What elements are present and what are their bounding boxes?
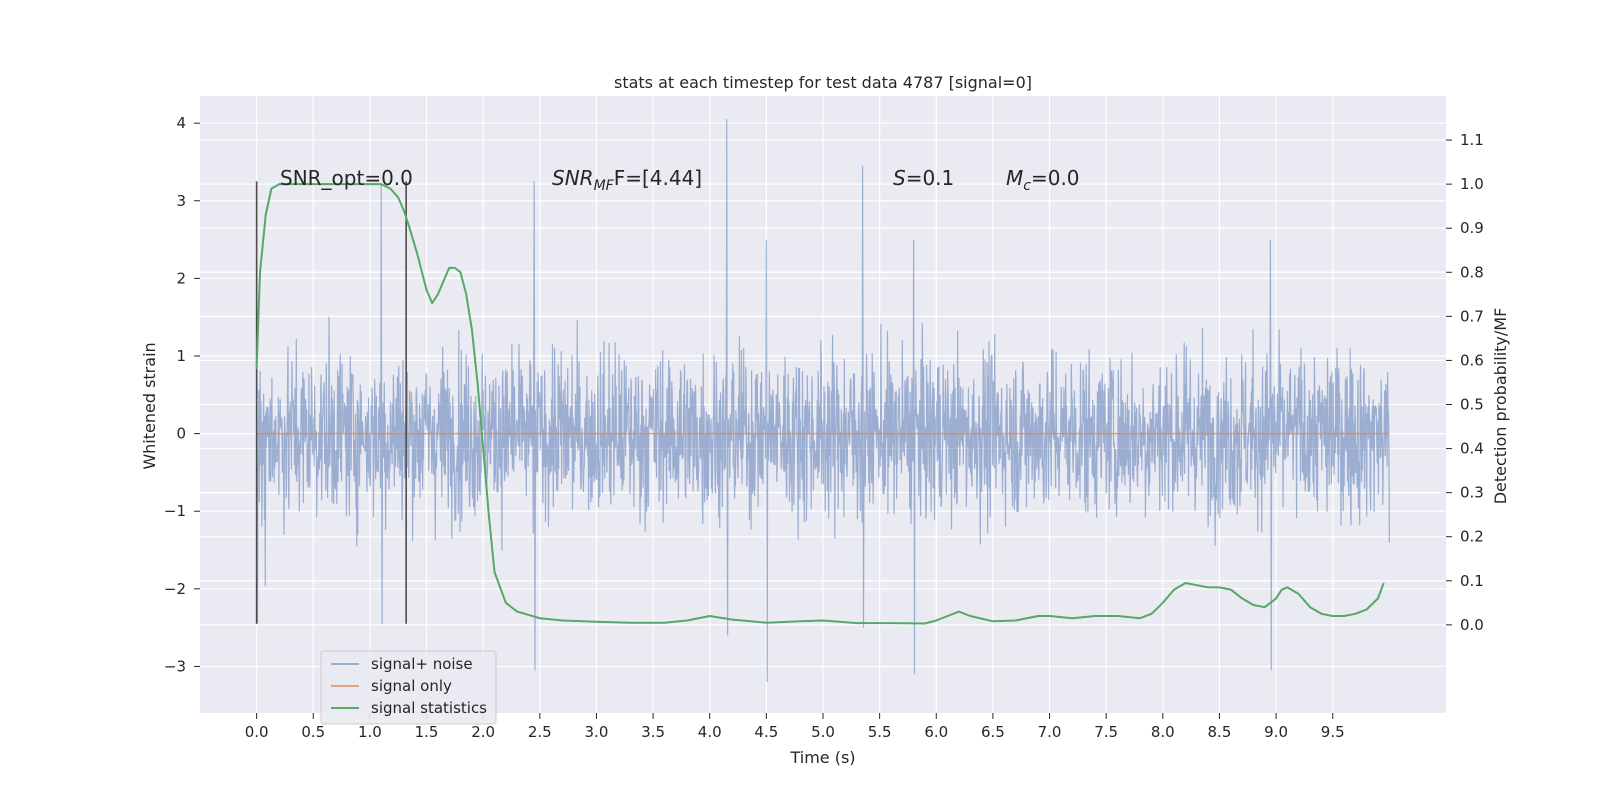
x-axis-label: Time (s): [789, 748, 855, 767]
y-right-tick-label: 0.0: [1460, 616, 1484, 634]
signal-statistics-series: [255, 183, 1385, 625]
annotation-mc: Mc=0.0: [1006, 166, 1080, 194]
legend-box: [320, 650, 497, 725]
x-tick-label: 1.5: [415, 723, 439, 741]
x-tick-label: 7.0: [1038, 723, 1062, 741]
legend-label-statistics: signal statistics: [371, 699, 487, 717]
y-right-tick-label: 0.4: [1460, 440, 1484, 458]
y-right-tick-label: 0.1: [1460, 572, 1484, 590]
x-tick-label: 4.0: [698, 723, 722, 741]
legend-label-noise: signal+ noise: [371, 655, 473, 673]
signal-noise-line: [256, 119, 1390, 683]
y-tick-label: −2: [164, 580, 186, 598]
y-right-tick-label: 0.7: [1460, 307, 1484, 325]
y-tick-label: 1: [176, 347, 186, 365]
signal-noise-series: [256, 119, 1390, 683]
y-right-tick-label: 0.3: [1460, 484, 1484, 502]
y-tick-label: 4: [176, 114, 186, 132]
annotation-snr-mf: SNRMFF=[4.44]: [552, 166, 702, 194]
x-tick-label: 3.5: [641, 723, 665, 741]
y-tick-label: −1: [164, 502, 186, 520]
x-tick-label: 6.5: [981, 723, 1005, 741]
x-tick-label: 9.5: [1321, 723, 1345, 741]
x-tick-label: 4.5: [754, 723, 778, 741]
y-tick-label: 3: [176, 192, 186, 210]
y-right-tick-labels: 0.0 0.1 0.2 0.3 0.4 0.5 0.6 0.7 0.8 0.9 1.0 1.1: [1446, 131, 1484, 634]
y-tick-label: −3: [164, 657, 186, 675]
legend: signal+ noise signal only signal statist…: [320, 650, 497, 725]
y-tick-labels: −3 −2 −1 0 1 2 3 4: [164, 114, 200, 675]
x-tick-label: 2.5: [528, 723, 552, 741]
y-right-axis-label: Detection probability/MF: [1491, 308, 1510, 505]
annotation-snr-opt: SNR_opt=0.0: [280, 166, 413, 190]
y-tick-label: 2: [176, 269, 186, 287]
x-tick-label: 1.0: [358, 723, 382, 741]
legend-label-signal: signal only: [371, 677, 452, 695]
x-tick-label: 3.0: [585, 723, 609, 741]
x-tick-label: 0.5: [301, 723, 325, 741]
annotation-s: S=0.1: [893, 166, 954, 190]
x-tick-label: 6.0: [924, 723, 948, 741]
x-tick-label: 5.5: [868, 723, 892, 741]
x-tick-label: 8.5: [1208, 723, 1232, 741]
x-tick-label: 5.0: [811, 723, 835, 741]
y-right-tick-label: 0.8: [1460, 263, 1484, 281]
annotations: SNR_opt=0.0 SNRMFF=[4.44] S=0.1 Mc=0.0: [280, 166, 1080, 194]
y-tick-label: 0: [176, 425, 186, 443]
x-tick-label: 8.0: [1151, 723, 1175, 741]
vertical-markers: [255, 181, 407, 624]
x-tick-label: 2.0: [471, 723, 495, 741]
x-tick-label: 0.0: [245, 723, 269, 741]
y-right-tick-label: 1.0: [1460, 175, 1484, 193]
y-right-tick-label: 0.6: [1460, 351, 1484, 369]
y-axis-label: Whitened strain: [140, 342, 159, 469]
x-tick-labels: 0.0 0.5 1.0 1.5 2.0 2.5 3.0 3.5 4.0 4.5 5.0 5.5 6.0 6…: [245, 713, 1345, 741]
x-tick-label: 7.5: [1094, 723, 1118, 741]
chart-title: stats at each timestep for test data 478…: [614, 73, 1032, 92]
signal-statistics-line: [255, 183, 1385, 625]
x-tick-label: 9.0: [1264, 723, 1288, 741]
y-right-tick-label: 0.9: [1460, 219, 1484, 237]
y-right-tick-label: 0.2: [1460, 528, 1484, 546]
y-right-tick-label: 1.1: [1460, 131, 1484, 149]
y-right-tick-label: 0.5: [1460, 396, 1484, 414]
